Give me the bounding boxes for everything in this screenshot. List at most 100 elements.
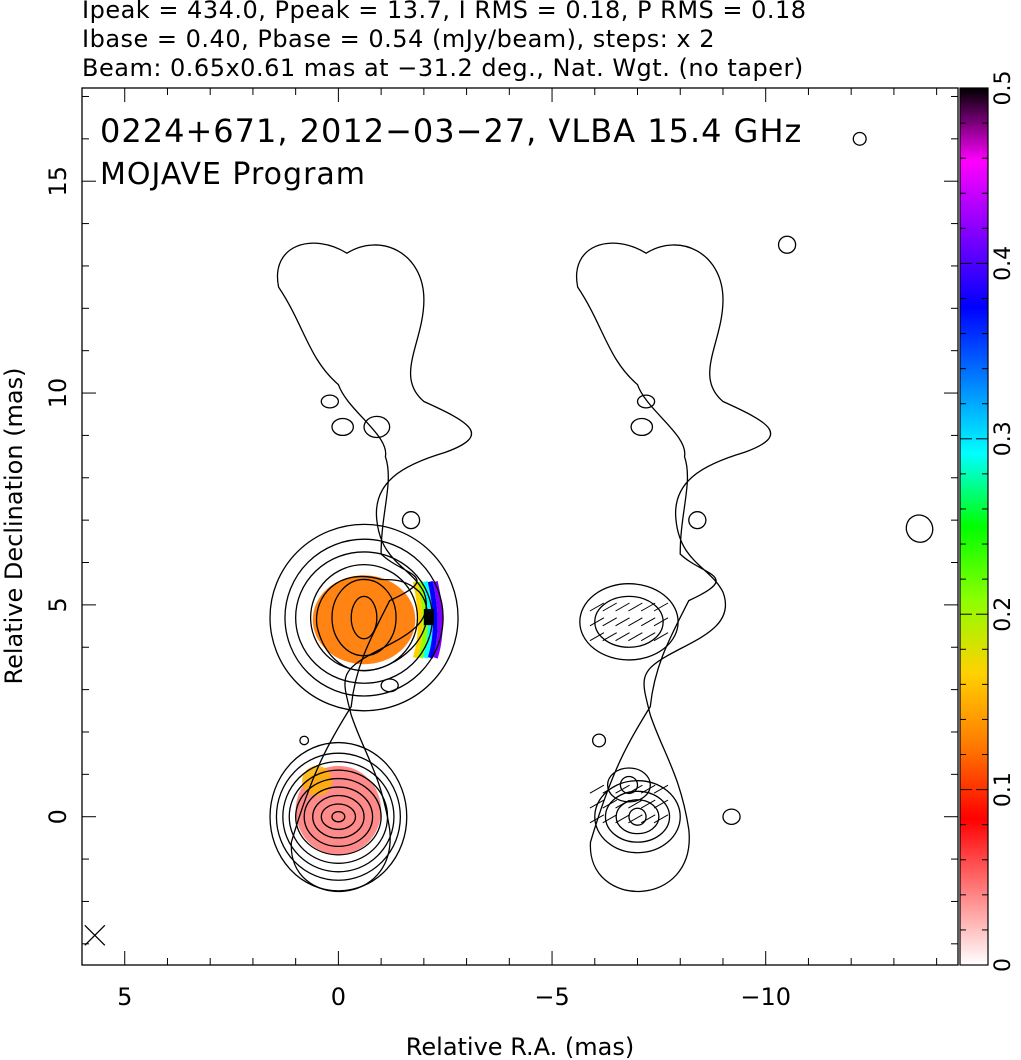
contour-island-4 [380,678,399,693]
evpa-tick-34 [602,784,617,794]
contour-island-1 [363,415,391,439]
evpa-tick-6 [653,617,669,627]
stokes-i-contour-0-6 [282,760,395,873]
y-axis-label: Relative Declination (mas) [0,367,28,684]
y-tick-label-3: 15 [44,166,72,197]
colorbar-label-5: 0.5 [991,71,1016,106]
evpa-tick-35 [589,784,605,794]
x-tick-label-1: 0 [331,983,346,1011]
contour-island-6 [630,417,654,437]
evpa-tick-0 [653,632,669,642]
evpa-tick-32 [628,784,643,794]
evpa-tick-5 [589,632,605,642]
contour-island-3 [401,511,421,530]
beam-ellipse [905,514,934,543]
evpa-tick-8 [628,617,643,627]
colorbar-label-3: 0.3 [991,421,1016,456]
beam-cross [84,924,106,946]
stokes-i-contour-0-2 [312,794,365,839]
evpa-tick-23 [589,814,605,824]
stokes-i-contour-1-3 [295,551,434,684]
x-axis-label: Relative R.A. (mas) [406,1033,634,1060]
evpa-tick-25 [640,799,656,809]
evpa-tick-29 [589,799,605,809]
polarization-edge-pixel [423,609,434,626]
header-line-1: Ipeak = 434.0, Ppeak = 13.7, I RMS = 0.1… [82,0,807,24]
stokes-i-contour-0-1 [320,803,357,831]
contour-island-9 [722,808,741,825]
contour-island-2 [320,394,340,409]
evpa-tick-4 [602,632,617,642]
contour-island-0 [331,417,354,437]
stokes-i-outer-contour [276,242,473,893]
stokes-i-contour-1-5 [269,523,459,712]
pol-contour-2-0 [594,595,664,648]
header-line-3: Beam: 0.65x0.61 mas at −31.2 deg., Nat. … [82,54,804,82]
evpa-tick-22 [602,814,617,824]
evpa-tick-10 [602,617,617,627]
polarization-outer-contour [575,242,772,893]
plot-frame [81,87,959,966]
pol-contour-0-0 [628,807,647,826]
x-tick-label-2: −5 [534,983,569,1011]
x-tick-label-3: −10 [740,983,791,1011]
stokes-i-contour-0-3 [303,786,374,848]
x-tick-label-0: 5 [117,983,132,1011]
evpa-tick-17 [589,602,605,612]
stokes-i-inner-contour [315,575,428,672]
stokes-i-contour-0-7 [275,752,402,881]
evpa-tick-31 [640,784,656,794]
evpa-tick-11 [589,617,605,627]
axes-layer: 5 0 −5 −10 0 5 10 15 [44,87,959,1011]
contour-island-12 [777,235,797,254]
pol-contour-1-1 [606,767,651,803]
pol-contour-0-2 [604,790,671,843]
evpa-tick-33 [615,784,630,794]
evpa-tick-14 [628,602,643,612]
contour-island-8 [636,394,656,409]
polarization-rim-4 [432,581,443,659]
evpa-tick-19 [640,814,656,824]
evpa-tick-26 [628,799,643,809]
y-tick-label-1: 5 [44,597,72,612]
colorbar: 0 0.1 0.2 0.3 0.4 0.5 [959,71,1016,972]
polarization-rim-3 [427,581,438,659]
colorbar-label-0: 0 [991,958,1016,972]
contour-island-11 [852,131,867,146]
contour-island-10 [591,733,607,748]
stokes-i-contour-0-4 [295,777,382,856]
chart-title: 0224+671, 2012−03−27, VLBA 15.4 GHz [100,112,802,150]
contour-layer [84,131,934,946]
evpa-tick-3 [615,632,630,642]
stokes-i-contour-1-0 [350,595,378,640]
evpa-tick-30 [653,784,669,794]
evpa-tick-7 [640,617,656,627]
evpa-tick-16 [602,602,617,612]
evpa-tick-12 [653,602,669,612]
y-tick-label-2: 10 [44,378,72,409]
evpa-tick-13 [640,602,656,612]
evpa-tick-9 [615,617,630,627]
evpa-tick-1 [640,632,656,642]
pol-contour-0-1 [615,799,660,835]
y-tick-label-0: 0 [44,809,72,824]
evpa-tick-24 [653,799,669,809]
evpa-tick-21 [615,814,630,824]
evpa-tick-15 [615,602,630,612]
evpa-tick-28 [602,799,617,809]
colorbar-gradient [959,87,989,966]
contour-island-7 [688,511,707,530]
colorbar-label-1: 0.1 [991,772,1016,807]
stokes-i-contour-0-0 [331,810,346,823]
contour-island-5 [299,735,310,746]
header-line-2: Ibase = 0.40, Pbase = 0.54 (mJy/beam), s… [82,25,716,53]
polarization-color-region-0 [312,575,416,665]
evpa-tick-20 [628,814,643,824]
evpa-tick-2 [628,632,643,642]
stokes-i-contour-1-4 [284,538,444,697]
evpa-tick-18 [653,814,669,824]
colorbar-label-4: 0.4 [991,246,1016,281]
evpa-tick-27 [615,799,630,809]
chart-subtitle: MOJAVE Program [100,157,366,192]
